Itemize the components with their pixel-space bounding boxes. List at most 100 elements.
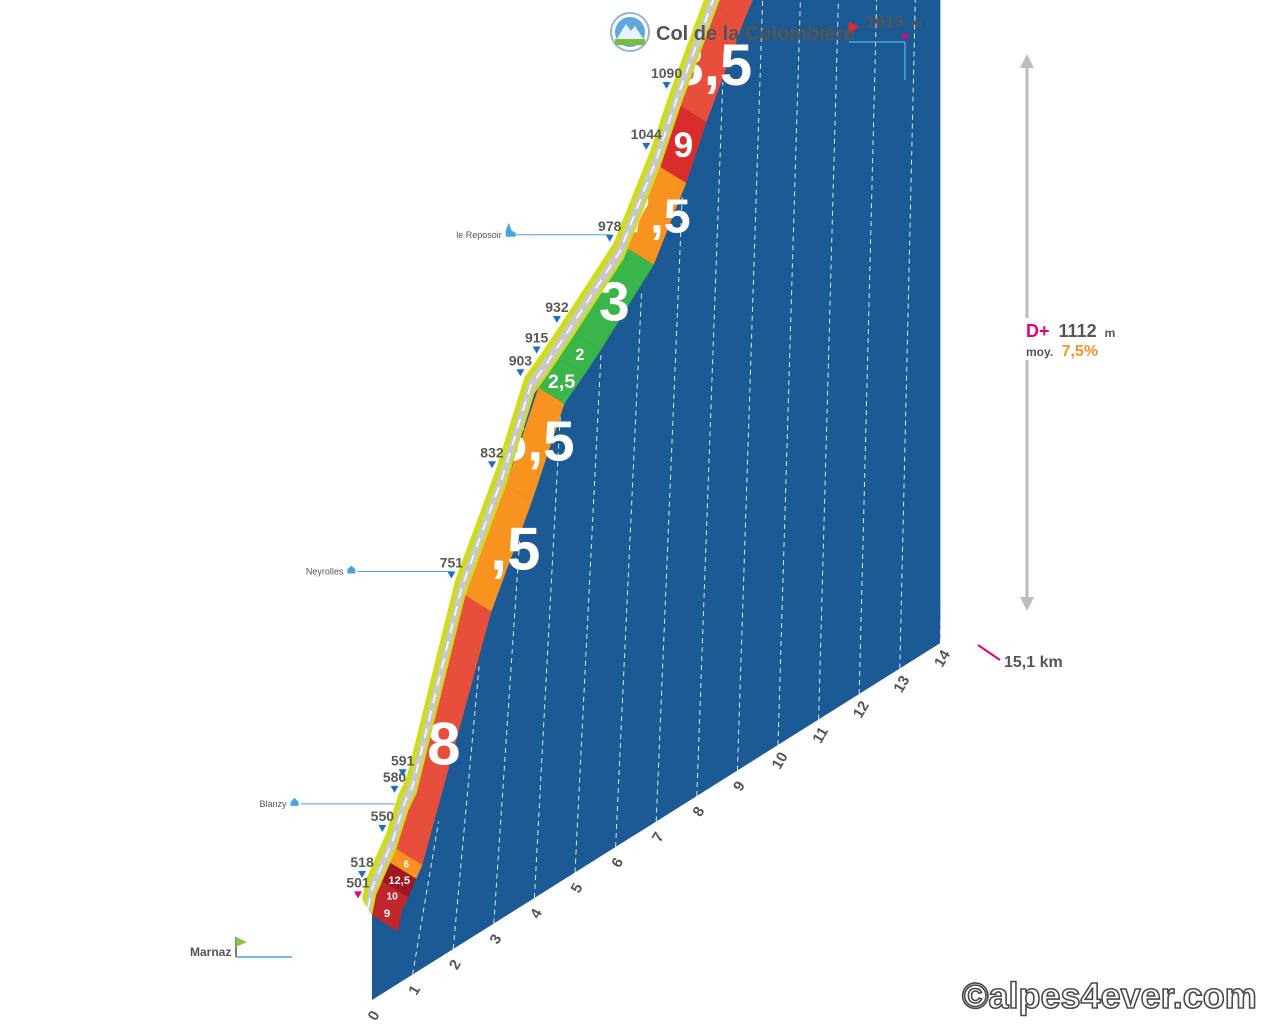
distance-block: 15,1 km [977,644,1063,671]
altitude-label: 903 [509,352,533,368]
start-name: Marnaz [190,945,231,959]
altitude-label: 832 [480,444,504,460]
gain-unit: m [1105,326,1116,340]
average-value: 7,5% [1062,343,1098,360]
grade-segment [627,166,687,265]
gain-block: D+ 1112 m moy. 7,5% [1020,54,1115,611]
average-label: moy. [1026,345,1053,359]
km-dash-line [939,0,955,644]
km-dash-line [452,664,480,950]
summit-altitude-unit: m [912,16,923,30]
km-dash-line [858,0,878,695]
altitude-marker-icon [447,571,456,579]
km-tick: 7 [649,829,668,845]
grade-segment [717,0,753,24]
altitude-label: 751 [440,554,464,570]
km-tick: 9 [730,778,749,794]
grade-segment [382,862,417,898]
grade-segment [372,895,403,932]
km-tick: 13 [890,673,913,696]
km-dash-line [777,0,801,746]
grade-segment [376,881,409,912]
km-tick: 3 [486,931,505,947]
grade-segment [660,106,707,183]
place-name: Neyrolles [306,566,344,576]
km-dash-line [493,538,521,924]
grade-segment [505,387,565,502]
church-icon [505,222,516,237]
road-band [362,0,720,916]
altitude-label: 550 [371,808,395,824]
altitude-marker-icon [516,369,525,377]
km-tick: 10 [769,749,792,772]
gain-value: 1112 [1059,321,1097,341]
altitude-marker-icon [358,871,367,879]
km-tick: 1 [405,982,424,998]
altitude-label: 932 [545,299,569,315]
altitude-marker-icon [605,234,614,242]
total-distance: 15,1 km [1004,654,1063,671]
grade-segment [396,595,492,865]
altitude-marker-icon [662,82,671,90]
average-summary: moy. 7,5% [1026,343,1098,360]
km-tick: 12 [850,698,873,721]
altitude-marker-icon [642,142,651,150]
watermark: ©alpes4ever.com [962,975,1257,1016]
altitude-marker-icon [532,346,541,354]
gain-summary: D+ 1112 m [1026,321,1115,341]
summit-flag-icon [848,22,909,80]
house-icon [347,565,356,574]
km-tick: 6 [608,855,627,871]
km-dashed-lines [412,0,955,975]
altitude-label: 518 [350,854,374,870]
grade-segment [538,358,585,404]
km-tick: 5 [568,880,587,896]
grade-label: 6 [404,859,410,870]
km-tick: 8 [689,804,708,820]
km-tick: 0 [365,1008,384,1024]
altitude-label: 915 [525,330,549,346]
km-dash-line [615,291,643,848]
grade-label: 10 [387,892,399,903]
grade-label: 9 [674,126,694,165]
altitude-marker-icon [552,316,561,324]
road-centerline [367,0,714,909]
km-dash-line [574,353,602,873]
km-dash-line [696,82,724,797]
grade-segment [558,333,601,375]
summit-altitude: 1613 m [866,12,922,31]
km-dash-line [818,0,839,720]
gain-label: D+ [1026,321,1050,341]
summit-altitude-value: 1613 [866,12,904,31]
road-surface [366,0,717,914]
grade-label: 2,5 [548,371,575,393]
start-flag-icon [235,937,292,958]
place-name: le Reposoir [456,230,502,240]
km-tick: 11 [809,724,832,746]
altitude-label: 1090 [651,65,682,81]
grade-label: 2 [575,346,584,364]
chart-title: Col de la Colombière [656,23,855,45]
altitude-label: 580 [383,769,407,785]
altitude-marker-icon [390,785,399,793]
altitude-label: 501 [346,874,370,890]
profile-area [372,0,941,1000]
house-icon [290,797,299,806]
grade-label: 9 [384,908,390,920]
place-name: Blanzy [260,799,288,809]
altitude-label: 978 [598,218,622,234]
altitude-marker-icon [398,769,407,777]
grade-segment [390,848,423,879]
altitude-marker-icon [487,461,496,469]
altitude-label: 1044 [631,126,662,142]
grade-segment [575,248,654,350]
grade-segment [465,485,532,612]
km-tick: 14 [931,647,954,671]
grade-segment [680,7,744,123]
km-tick: 4 [527,905,546,921]
col-logo-icon [610,12,650,52]
